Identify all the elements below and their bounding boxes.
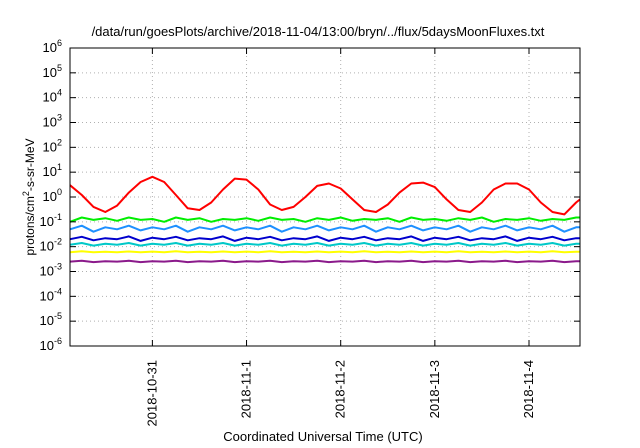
grid-lines bbox=[70, 48, 580, 346]
y-tick-label: 10-3 bbox=[40, 262, 62, 279]
y-tick-label: 103 bbox=[43, 113, 62, 130]
y-tick-label: 10-6 bbox=[40, 336, 62, 353]
y-tick-label: 106 bbox=[43, 38, 62, 55]
series-line-2 bbox=[69, 216, 580, 223]
series-line-4 bbox=[69, 235, 580, 242]
y-axis-label: protons/cm2-s-sr-MeV bbox=[21, 138, 37, 255]
chart-title: /data/run/goesPlots/archive/2018-11-04/1… bbox=[92, 24, 545, 39]
x-tick-label: 2018-11-3 bbox=[427, 360, 442, 418]
x-axis: 2018-10-31 2018-11-1 2018-11-2 2018-11-3 201… bbox=[144, 48, 536, 427]
y-tick-label: 10-5 bbox=[40, 311, 62, 328]
y-tick-label: 102 bbox=[43, 137, 62, 154]
x-axis-label: Coordinated Universal Time (UTC) bbox=[223, 429, 422, 444]
series-line-7 bbox=[69, 259, 580, 264]
x-tick-label: 2018-11-4 bbox=[521, 360, 536, 418]
y-axis: 10-6 10-5 10-4 10-3 10-2 10-1 100 101 102 103 104 1… bbox=[40, 38, 580, 353]
y-tick-label: 100 bbox=[43, 187, 62, 204]
y-tick-label: 101 bbox=[43, 162, 62, 179]
series-line-5 bbox=[69, 242, 580, 247]
series-line-1 bbox=[69, 175, 581, 216]
y-tick-label: 10-2 bbox=[40, 237, 62, 254]
y-tick-label: 104 bbox=[43, 88, 62, 105]
x-tick-label: 2018-11-2 bbox=[333, 360, 348, 418]
series-lines bbox=[69, 175, 581, 264]
y-tick-label: 10-1 bbox=[40, 212, 62, 229]
y-tick-label: 105 bbox=[43, 63, 62, 80]
x-tick-label: 2018-11-1 bbox=[239, 360, 254, 418]
series-line-3 bbox=[69, 224, 580, 233]
y-tick-label: 10-4 bbox=[40, 286, 62, 303]
series-line-6 bbox=[69, 250, 580, 254]
x-tick-label: 2018-10-31 bbox=[144, 360, 159, 427]
